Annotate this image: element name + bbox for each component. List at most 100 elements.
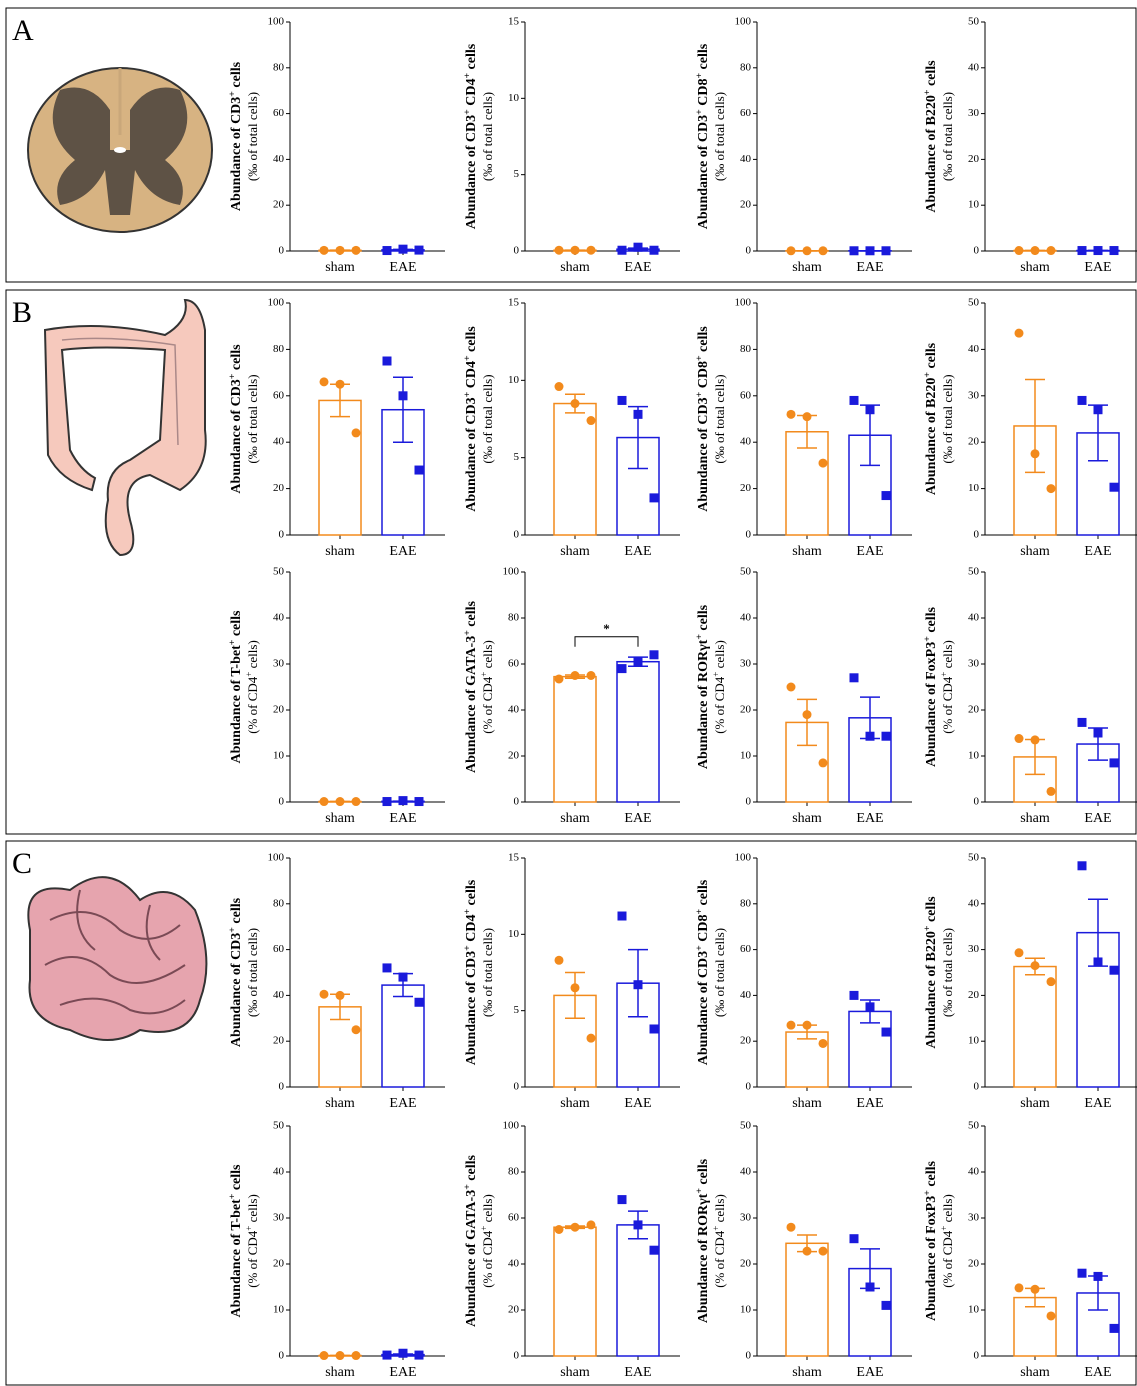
y-axis-title: Abundance of CD3+ CD4+ cells — [462, 879, 480, 1065]
text-part: Abundance of CD3 — [696, 397, 711, 511]
y-tick-label: 10 — [508, 928, 520, 940]
panel-label: B — [12, 296, 32, 329]
data-point — [398, 244, 408, 254]
y-tick-label: 80 — [273, 61, 285, 73]
text-part: Abundance of CD3 — [696, 115, 711, 229]
superscript: + — [694, 945, 705, 951]
data-point — [554, 245, 564, 255]
data-point — [335, 1351, 345, 1361]
y-tick-label: 50 — [273, 566, 285, 578]
error-bar — [565, 971, 585, 1020]
y-axis-title: Abundance of RORγt+ cells — [694, 1158, 712, 1323]
superscript: + — [479, 1226, 489, 1231]
x-tick-label: EAE — [624, 1096, 651, 1111]
text-part: cells — [229, 61, 244, 91]
data-point — [633, 980, 643, 990]
bar — [553, 675, 597, 803]
data-point — [382, 246, 392, 256]
y-axis-subtitle: (‰ of total cells) — [245, 928, 260, 1017]
y-axis-subtitle: (‰ of total cells) — [480, 92, 495, 181]
y-tick-label: 50 — [740, 1120, 752, 1132]
y-axis-subtitle: (‰ of total cells) — [940, 928, 955, 1017]
y-tick-label: 30 — [968, 389, 980, 401]
y-axis-subtitle: (% of CD4+ cells) — [711, 1194, 727, 1288]
intestine-illustration — [27, 876, 208, 1041]
data-point — [554, 674, 564, 684]
x-tick-label: EAE — [624, 811, 651, 826]
y-axis-title: Abundance of CD3+ CD8+ cells — [694, 879, 712, 1065]
data-point — [382, 356, 392, 366]
text-part: Abundance of T-bet — [229, 1199, 244, 1318]
text-part: (% of CD4 — [245, 1230, 260, 1288]
data-point — [818, 458, 828, 468]
x-tick-label: sham — [792, 1096, 822, 1111]
data-point — [786, 246, 796, 256]
data-point — [414, 465, 424, 475]
y-tick-label: 20 — [273, 482, 285, 494]
data-point — [570, 245, 580, 255]
y-tick-label: 15 — [508, 297, 520, 309]
superscript: + — [711, 1226, 721, 1231]
data-point — [1046, 246, 1056, 256]
text-part: cells) — [940, 640, 955, 671]
panel-box — [5, 840, 1137, 1386]
x-tick-label: sham — [560, 260, 590, 275]
y-tick-label: 0 — [279, 796, 285, 808]
text-part: CD4 — [464, 79, 479, 110]
y-tick-label: 20 — [273, 1258, 285, 1270]
data-point — [1093, 1271, 1103, 1281]
data-point — [881, 1027, 891, 1037]
superscript: + — [462, 73, 473, 79]
y-tick-label: 0 — [746, 529, 752, 541]
text-part: (% of CD4 — [940, 676, 955, 734]
y-tick-label: 50 — [273, 1120, 285, 1132]
panel-label: A — [12, 14, 34, 47]
text-part: cells) — [712, 1194, 727, 1225]
superscript: + — [939, 1226, 949, 1231]
x-tick-label: sham — [1020, 811, 1050, 826]
x-tick-label: EAE — [856, 1096, 883, 1111]
text-part: cells — [696, 879, 711, 909]
y-tick-label: 20 — [273, 1035, 285, 1047]
text-part: (‰ of total cells) — [712, 92, 727, 181]
data-point — [849, 395, 859, 405]
superscript: + — [922, 372, 933, 378]
y-tick-label: 20 — [968, 989, 980, 1001]
data-point — [1093, 957, 1103, 967]
y-tick-label: 60 — [508, 1212, 520, 1224]
y-tick-label: 0 — [279, 1350, 285, 1362]
y-tick-label: 10 — [968, 1304, 980, 1316]
text-part: cells) — [712, 640, 727, 671]
y-tick-label: 40 — [968, 897, 980, 909]
text-part: cells — [924, 1160, 939, 1190]
x-tick-label: EAE — [856, 260, 883, 275]
y-tick-label: 0 — [279, 529, 285, 541]
text-part: Abundance of RORγt — [696, 639, 711, 769]
y-axis-subtitle: (% of CD4+ cells) — [939, 640, 955, 734]
data-point — [802, 246, 812, 256]
data-point — [881, 491, 891, 501]
text-part: (% of CD4 — [940, 1230, 955, 1288]
y-tick-label: 15 — [508, 852, 520, 864]
y-tick-label: 40 — [740, 1166, 752, 1178]
y-tick-label: 20 — [740, 1035, 752, 1047]
text-part: Abundance of B220 — [924, 95, 939, 212]
y-tick-label: 20 — [273, 704, 285, 716]
data-point — [570, 671, 580, 680]
text-part: Abundance of CD3 — [696, 951, 711, 1065]
data-point — [1077, 1268, 1087, 1278]
y-tick-label: 20 — [508, 750, 520, 762]
y-tick-label: 40 — [740, 612, 752, 624]
y-tick-label: 10 — [508, 92, 520, 104]
data-point — [554, 382, 564, 392]
y-axis-title: Abundance of CD3+ cells — [227, 61, 245, 211]
data-point — [335, 245, 345, 255]
data-point — [398, 796, 408, 806]
y-tick-label: 20 — [968, 704, 980, 716]
y-tick-label: 0 — [279, 245, 285, 257]
data-point — [586, 245, 596, 255]
y-tick-label: 10 — [968, 750, 980, 762]
y-tick-label: 20 — [968, 153, 980, 165]
y-axis-title: Abundance of FoxP3+ cells — [922, 606, 940, 767]
panel-label: C — [12, 847, 32, 880]
